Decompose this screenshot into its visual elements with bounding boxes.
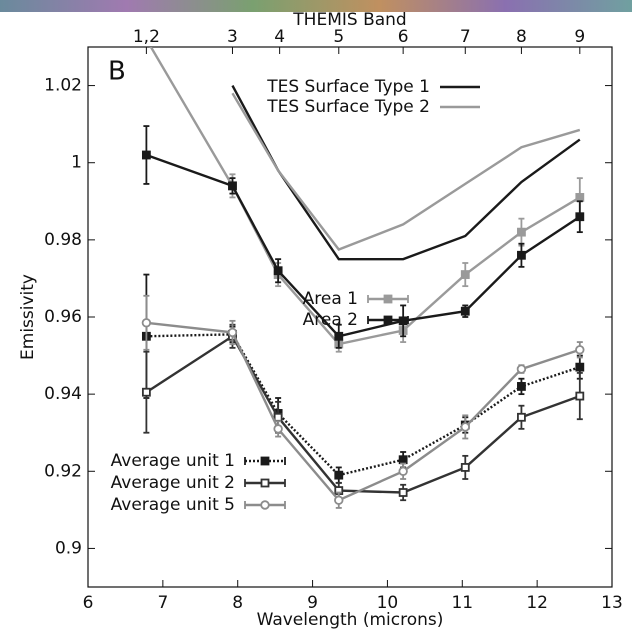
marker <box>141 387 151 397</box>
legend-label: Area 2 <box>303 310 358 330</box>
marker <box>460 463 470 472</box>
legend-marker <box>260 478 270 488</box>
y-tick-label: 0.96 <box>44 307 82 327</box>
series-line <box>231 92 581 251</box>
x-tick-label: 10 <box>377 593 399 613</box>
x2-tick-label: 9 <box>574 27 585 47</box>
y-tick-label: 0.98 <box>44 230 82 250</box>
x-tick-label: 9 <box>307 593 318 613</box>
marker <box>398 488 408 497</box>
marker <box>228 181 237 191</box>
x-axis-label: Wavelength (microns) <box>257 610 444 630</box>
marker <box>273 266 283 276</box>
legend-label: Average unit 1 <box>111 451 235 471</box>
panel-label: B <box>108 57 126 87</box>
marker <box>334 470 344 480</box>
marker <box>398 455 408 465</box>
marker <box>460 422 470 432</box>
x-tick-label: 8 <box>232 593 243 613</box>
y-tick-label: 0.9 <box>55 538 82 558</box>
marker <box>141 318 152 328</box>
marker <box>273 412 283 422</box>
y-axis-label: Emissivity <box>18 274 38 360</box>
marker <box>517 250 526 260</box>
legend-marker <box>383 294 393 304</box>
marker <box>517 227 526 237</box>
x-tick-label: 12 <box>526 593 548 613</box>
x2-tick-label: 5 <box>333 27 344 47</box>
x2-axis-label: THEMIS Band <box>292 10 406 30</box>
legend-label: Area 1 <box>303 289 358 309</box>
legend-marker <box>383 315 393 325</box>
marker <box>575 212 585 222</box>
y-tick-label: 0.92 <box>44 461 82 481</box>
x2-tick-label: 4 <box>274 27 285 47</box>
marker <box>141 150 151 160</box>
marker <box>460 306 470 316</box>
marker <box>460 270 470 279</box>
marker <box>575 345 585 355</box>
y-tick-label: 0.94 <box>44 384 82 404</box>
legend-label: Average unit 5 <box>111 495 235 515</box>
marker <box>334 331 344 341</box>
y-tick-label: 1 <box>71 153 82 173</box>
marker <box>575 391 585 401</box>
plot-area <box>141 47 585 509</box>
marker <box>517 412 526 422</box>
series-line <box>146 321 581 502</box>
x2-tick-label: 6 <box>398 27 409 47</box>
marker <box>517 382 526 391</box>
x-tick-label: 7 <box>157 593 168 613</box>
marker <box>334 495 344 505</box>
x2-tick-label: 8 <box>516 27 527 47</box>
series-line <box>145 153 581 338</box>
marker <box>227 327 238 338</box>
marker <box>575 362 585 372</box>
legend-label: Average unit 2 <box>111 473 235 493</box>
x2-tick-label: 3 <box>227 27 238 47</box>
x2-tick-label: 7 <box>460 27 471 47</box>
marker <box>575 193 585 202</box>
x-tick-label: 11 <box>451 593 473 613</box>
x-tick-label: 13 <box>601 593 623 613</box>
x-tick-label: 6 <box>83 593 94 613</box>
marker <box>398 466 408 476</box>
marker <box>516 364 527 374</box>
legend-marker <box>260 500 270 510</box>
marker <box>273 424 283 434</box>
y-tick-label: 1.02 <box>44 76 82 96</box>
legend-label: TES Surface Type 1 <box>266 77 430 97</box>
image-strip <box>0 0 632 12</box>
legend-marker <box>260 456 270 466</box>
legend-label: TES Surface Type 2 <box>266 97 430 117</box>
x2-tick-label: 1,2 <box>133 27 160 47</box>
